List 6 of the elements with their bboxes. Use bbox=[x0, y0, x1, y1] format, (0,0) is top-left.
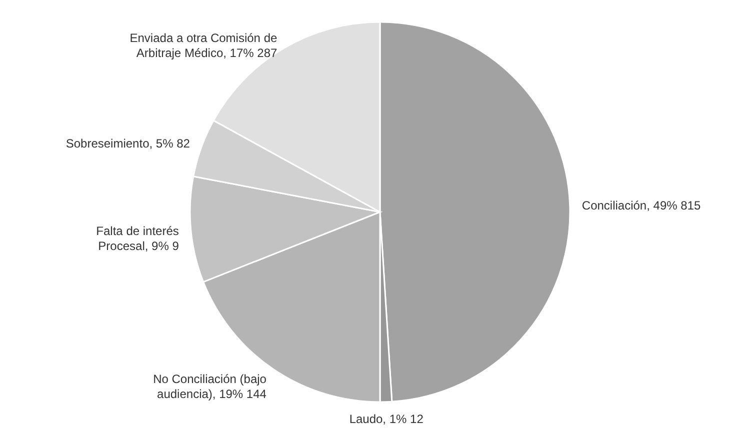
slice-label: Conciliación, 49% 815 bbox=[582, 198, 701, 213]
slice-label: Laudo, 1% 12 bbox=[349, 412, 424, 426]
slice-label: Falta de interés Procesal, 9% 9 bbox=[96, 224, 180, 254]
slice-label: No Conciliación (bajo audiencia), 19% 144 bbox=[153, 372, 267, 402]
slice-label: Enviada a otra Comisión de Arbitraje Médico, 17% 287 bbox=[130, 31, 278, 60]
slice-label: Sobreseimiento, 5% 82 bbox=[66, 136, 190, 151]
